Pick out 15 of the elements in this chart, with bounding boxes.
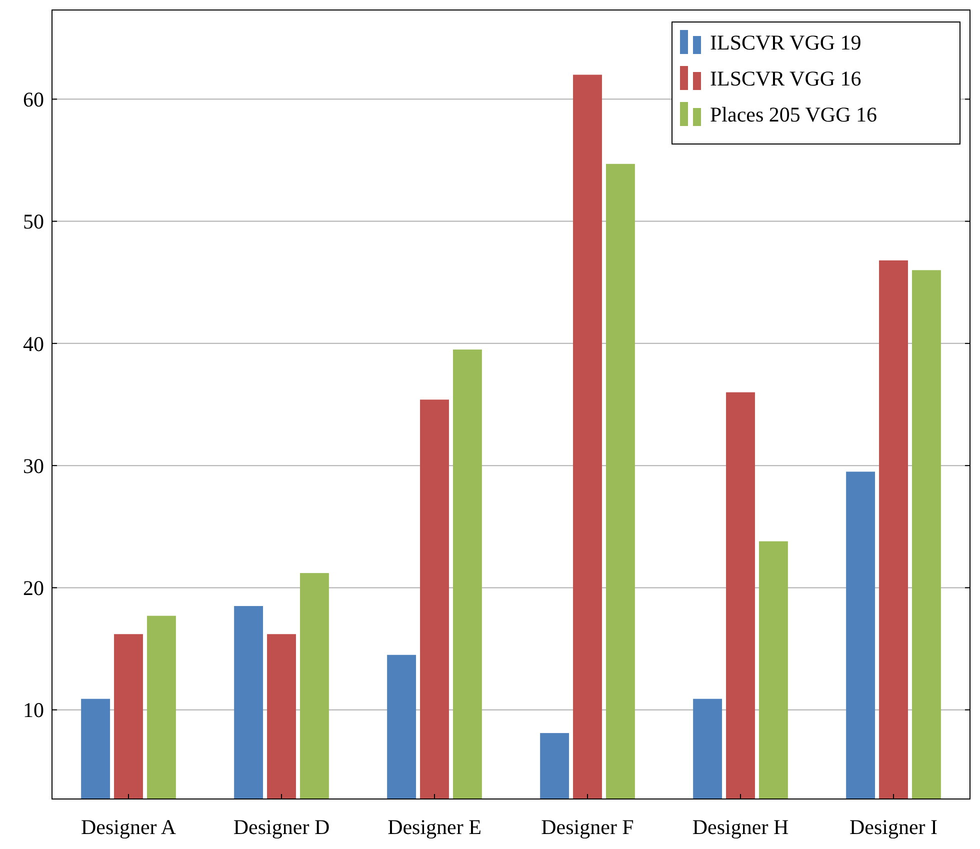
y-tick-label: 10 xyxy=(23,698,44,722)
y-tick-label: 40 xyxy=(23,332,44,356)
x-tick-label: Designer F xyxy=(541,815,634,839)
x-tick-label: Designer E xyxy=(388,815,482,839)
x-tick-label: Designer I xyxy=(849,815,938,839)
y-tick-label: 20 xyxy=(23,576,44,600)
y-tick-label: 30 xyxy=(23,454,44,478)
y-tick-label: 50 xyxy=(23,210,44,234)
x-tick-label: Designer A xyxy=(80,815,177,839)
y-tick-label: 60 xyxy=(23,88,44,112)
x-tick-label: Designer H xyxy=(692,815,789,839)
x-tick-label: Designer D xyxy=(233,815,330,839)
legend-label: ILSCVR VGG 16 xyxy=(710,66,862,90)
legend-label: ILSCVR VGG 19 xyxy=(710,30,862,54)
legend-label: Places 205 VGG 16 xyxy=(710,102,878,126)
